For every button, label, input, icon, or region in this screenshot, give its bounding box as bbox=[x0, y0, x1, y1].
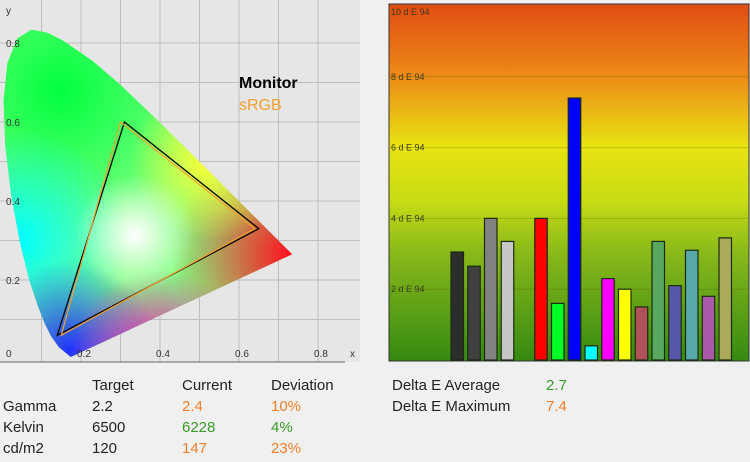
gamma-target: 2.2 bbox=[92, 398, 113, 415]
delta-e-bar-chart: 2 d E 94 4 d E 94 6 d E 94 8 d E 94 10 d E 9… bbox=[388, 3, 750, 362]
bar bbox=[450, 251, 465, 361]
x-tick-label: 0.4 bbox=[156, 349, 170, 360]
x-axis-label: x bbox=[350, 349, 355, 360]
delta-e-maximum-label: Delta E Maximum bbox=[392, 398, 511, 415]
row-label: Gamma bbox=[3, 398, 57, 415]
row-label: cd/m2 bbox=[3, 440, 44, 457]
kelvin-current: 6228 bbox=[182, 419, 216, 436]
y-axis-label: y bbox=[6, 6, 11, 17]
x-tick-label: 0.2 bbox=[77, 349, 91, 360]
y-tick-label: 10 d E 94 bbox=[391, 7, 430, 17]
bar bbox=[718, 237, 733, 361]
y-tick-label: 4 d E 94 bbox=[391, 213, 425, 223]
gamut-triangle-srgb bbox=[60, 120, 256, 337]
luminance-deviation: 23% bbox=[271, 440, 302, 457]
x-tick-label: 0 bbox=[6, 349, 12, 360]
bar bbox=[467, 265, 481, 361]
bar bbox=[668, 285, 682, 361]
y-tick-label: 0.2 bbox=[6, 276, 20, 287]
gamma-deviation: 10% bbox=[271, 398, 302, 415]
bar bbox=[601, 277, 615, 361]
delta-e-maximum-value: 7.4 bbox=[546, 398, 567, 415]
bar bbox=[584, 345, 599, 361]
y-tick-label: 8 d E 94 bbox=[391, 72, 425, 82]
legend-monitor: Monitor bbox=[239, 75, 298, 92]
row-label: Kelvin bbox=[3, 419, 44, 436]
header-current: Current bbox=[182, 377, 233, 394]
bar bbox=[567, 97, 582, 361]
luminance-current: 147 bbox=[182, 440, 208, 457]
bar bbox=[534, 217, 548, 361]
bar bbox=[651, 240, 666, 361]
bar bbox=[483, 217, 498, 361]
y-tick-label: 6 d E 94 bbox=[391, 143, 425, 153]
y-tick-label: 0.8 bbox=[6, 39, 20, 50]
y-tick-label: 2 d E 94 bbox=[391, 284, 425, 294]
x-tick-label: 0.8 bbox=[314, 349, 328, 360]
bar bbox=[684, 249, 699, 361]
header-deviation: Deviation bbox=[271, 377, 334, 394]
header-target: Target bbox=[92, 377, 134, 394]
gamma-current: 2.4 bbox=[182, 398, 203, 415]
kelvin-target: 6500 bbox=[92, 419, 126, 436]
bar bbox=[634, 306, 649, 361]
y-tick-label: 0.6 bbox=[6, 118, 20, 129]
delta-e-average-value: 2.7 bbox=[546, 377, 567, 394]
bar bbox=[617, 288, 632, 361]
bar bbox=[500, 240, 515, 361]
legend-srgb: sRGB bbox=[239, 97, 282, 114]
y-tick-label: 0.4 bbox=[6, 197, 20, 208]
bar bbox=[701, 295, 716, 361]
luminance-target: 120 bbox=[92, 440, 118, 457]
kelvin-deviation: 4% bbox=[271, 419, 293, 436]
x-tick-label: 0.6 bbox=[235, 349, 249, 360]
cie-chromaticity-chart: 0 0.2 0.4 0.6 0.8 0.2 0.4 0.6 0.8 x y Monitor sR… bbox=[0, 0, 360, 363]
delta-e-average-label: Delta E Average bbox=[392, 377, 501, 394]
bar bbox=[550, 302, 565, 361]
